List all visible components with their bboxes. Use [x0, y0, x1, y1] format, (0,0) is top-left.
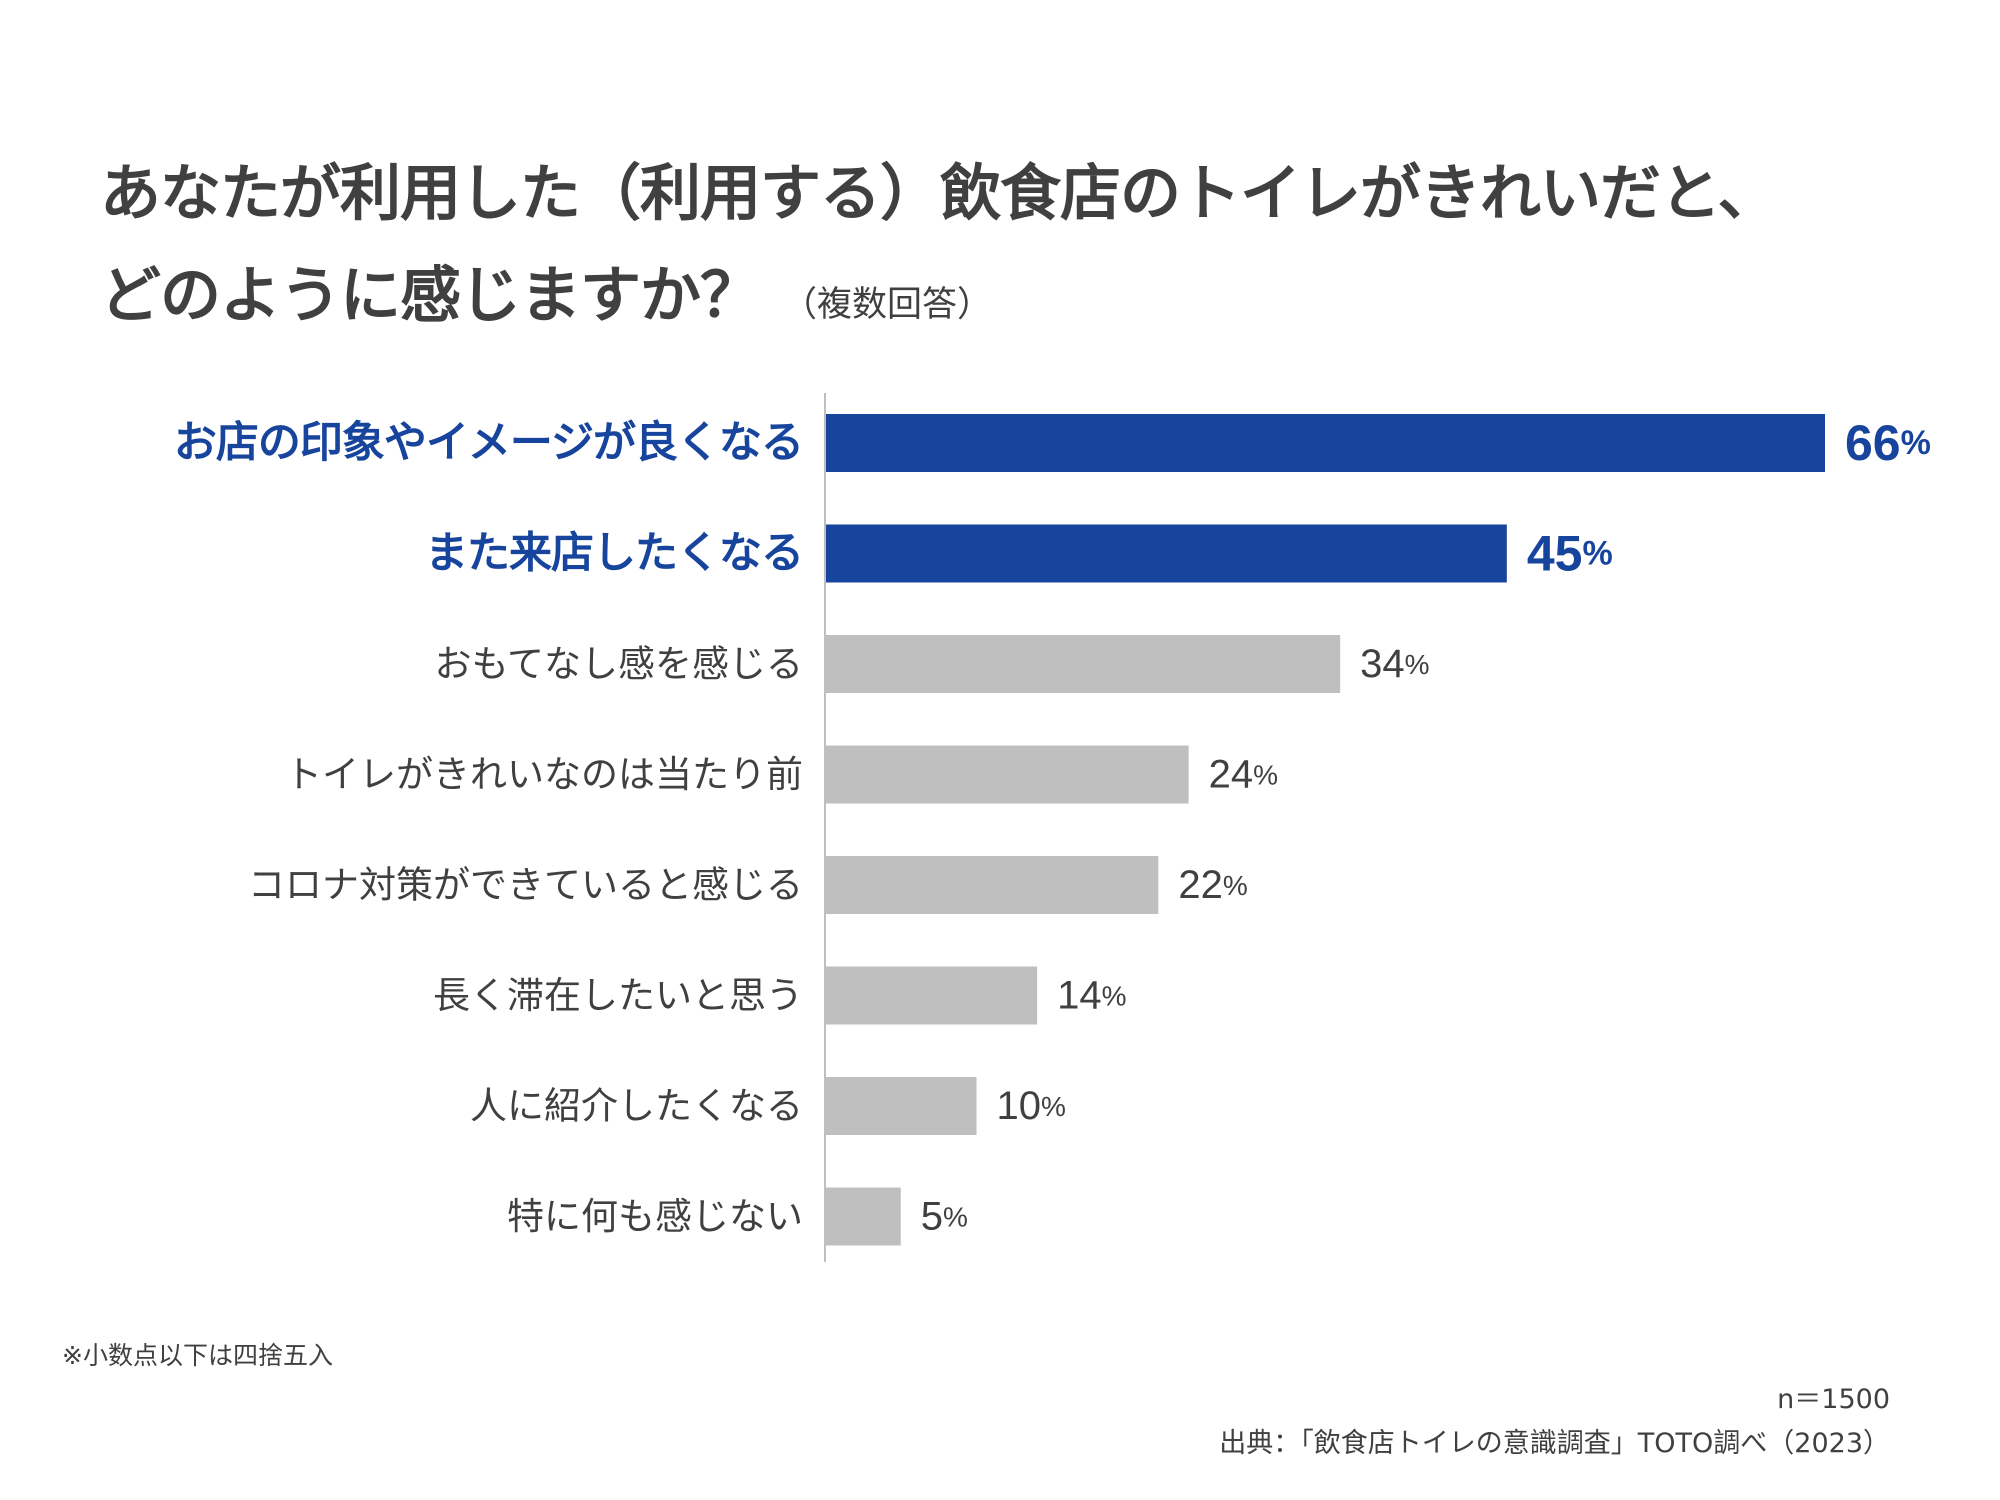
value-label: 14%	[1057, 974, 1126, 1018]
category-label: トイレがきれいなのは当たり前	[285, 753, 803, 796]
category-label: 特に何も感じない	[507, 1195, 803, 1238]
value-label: 5%	[921, 1195, 968, 1239]
bar	[825, 1077, 977, 1135]
bar	[825, 856, 1159, 914]
bar	[825, 1187, 901, 1246]
chart-title-line2: どのように感じますか？ （複数回答）	[100, 245, 992, 334]
value-label: 66%	[1845, 415, 1931, 471]
bar	[825, 966, 1038, 1025]
bar	[825, 635, 1341, 693]
footnote: ※小数点以下は四捨五入	[62, 1341, 333, 1370]
category-label: また来店したくなる	[425, 529, 803, 579]
category-label: おもてなし感を感じる	[434, 643, 803, 686]
chart-title-line2-text: どのように感じますか？	[100, 260, 761, 331]
source-note: 出典：「飲食店トイレの意識調査」TOTO調べ（2023）	[1219, 1428, 1890, 1459]
bar	[825, 745, 1189, 804]
category-label: お店の印象やイメージが良くなる	[174, 418, 803, 468]
bar-chart: お店の印象やイメージが良くなる 66% また来店したくなる 45% おもてなし感を感じる…	[174, 393, 1931, 1262]
value-label: 45%	[1527, 526, 1613, 582]
category-label: 人に紹介したくなる	[470, 1085, 803, 1128]
chart-title-line1: あなたが利用した（利用する）飲食店のトイレがきれいだと、	[100, 158, 1779, 229]
value-label: 24%	[1209, 753, 1278, 797]
category-label: コロナ対策ができていると感じる	[248, 864, 803, 907]
category-label: 長く滞在したいと思う	[433, 974, 803, 1017]
value-label: 10%	[997, 1084, 1066, 1128]
bar	[825, 414, 1825, 472]
chart-subtitle: （複数回答）	[782, 285, 993, 325]
bar	[825, 524, 1507, 583]
value-label: 34%	[1360, 642, 1429, 686]
value-label: 22%	[1178, 863, 1247, 907]
sample-size: n＝1500	[1777, 1384, 1890, 1415]
